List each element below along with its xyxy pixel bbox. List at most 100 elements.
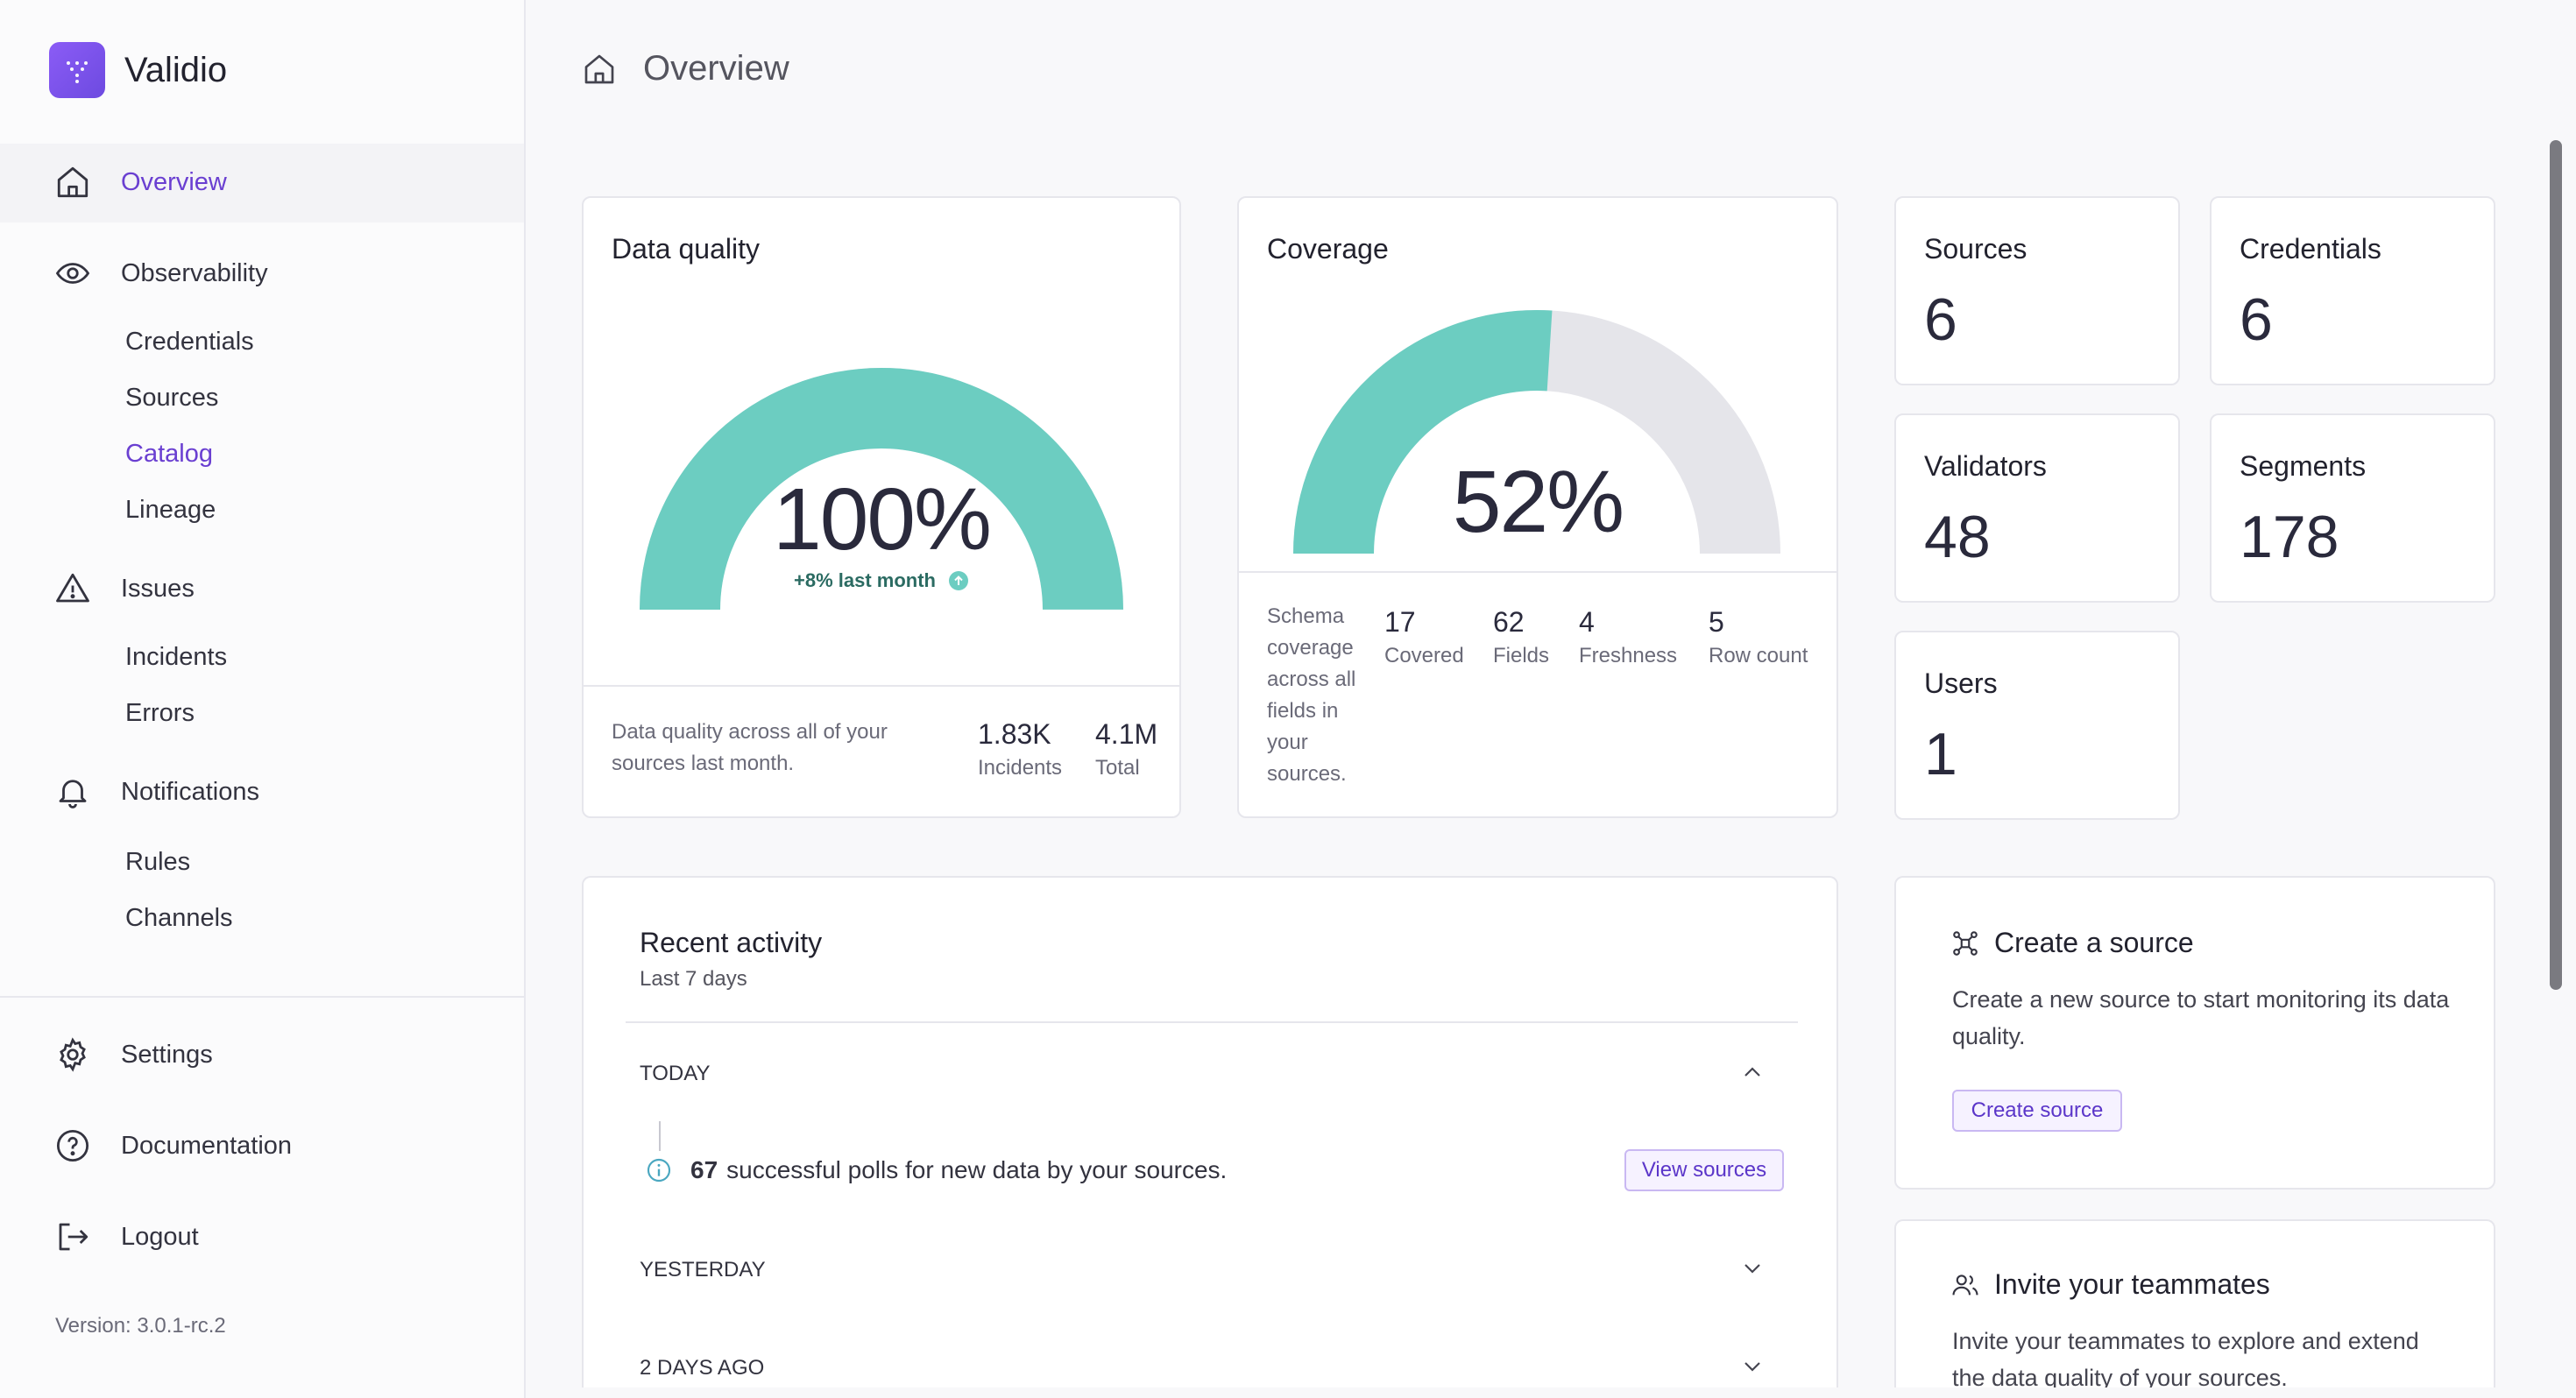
eye-icon — [55, 263, 90, 284]
poll-text: successful polls for new data by your so… — [726, 1156, 1228, 1183]
sidebar-item-logout[interactable]: Logout — [54, 1218, 199, 1255]
logout-icon — [59, 1223, 88, 1251]
chevron-up-icon[interactable] — [1738, 1058, 1766, 1086]
sidebar-item-notifications[interactable]: Notifications — [54, 773, 259, 810]
home-icon — [57, 166, 88, 198]
sidebar-item-label: Overview — [121, 167, 227, 196]
sources-stat-card[interactable]: Sources 6 — [1894, 196, 2180, 385]
app-name: Validio — [124, 50, 228, 89]
validio-logo — [49, 42, 105, 98]
metric-label: Covered — [1384, 644, 1464, 667]
sidebar-item-label: Settings — [121, 1040, 213, 1069]
group-header-two-days-ago[interactable]: 2 DAYS AGO — [640, 1356, 765, 1380]
coverage-metric-row-count: 5 Row count — [1709, 606, 1808, 668]
incidents-value: 1.83K — [978, 718, 1051, 750]
coverage-description: Schema coverage across all fields in you… — [1267, 604, 1356, 786]
sidebar-item-label: Notifications — [121, 777, 259, 806]
card-title: Recent activity — [640, 927, 823, 958]
help-circle-icon — [56, 1129, 89, 1162]
stat-value: 48 — [1924, 504, 1991, 570]
recent-activity-card: Recent activity Last 7 days TODAY 67 suc… — [582, 876, 1838, 1398]
card-title: Create a source — [1994, 927, 2194, 958]
info-icon — [647, 1158, 671, 1183]
brand[interactable]: Validio — [49, 42, 227, 98]
card-divider — [1239, 571, 1836, 573]
invite-teammates-card: Invite your teammates Invite your teamma… — [1894, 1219, 2495, 1398]
sidebar-item-lineage[interactable]: Lineage — [125, 496, 216, 524]
sidebar-item-overview[interactable]: Overview — [54, 164, 227, 201]
card-description: Invite your teammates to explore and ext… — [1952, 1328, 2419, 1391]
sidebar-item-observability[interactable]: Observability — [54, 255, 268, 292]
sidebar-item-rules[interactable]: Rules — [125, 848, 191, 876]
data-quality-value: 100% — [773, 470, 992, 568]
main-scrollbar[interactable] — [2550, 140, 2562, 990]
stat-label: Sources — [1924, 233, 2028, 265]
data-quality-card: Data quality 100% +8% last month Data qu… — [582, 196, 1181, 818]
coverage-value: 52% — [1452, 453, 1624, 551]
version-label: Version: 3.0.1-rc.2 — [55, 1314, 226, 1338]
sidebar: Validio Overview Observability Credentia… — [0, 0, 526, 1398]
group-header-yesterday[interactable]: YESTERDAY — [640, 1258, 766, 1282]
stat-label: Users — [1924, 667, 1998, 699]
segments-stat-card[interactable]: Segments 178 — [2210, 413, 2495, 603]
sidebar-item-credentials[interactable]: Credentials — [125, 328, 254, 356]
card-title: Invite your teammates — [1994, 1268, 2270, 1300]
metric-label: Row count — [1709, 644, 1808, 667]
users-icon — [1952, 1274, 1978, 1295]
card-description: Create a new source to start monitoring … — [1952, 986, 2450, 1049]
home-icon — [584, 54, 614, 83]
metric-value: 5 — [1709, 606, 1724, 638]
view-sources-button[interactable]: View sources — [1624, 1149, 1784, 1191]
card-divider — [584, 685, 1179, 687]
sidebar-item-incidents[interactable]: Incidents — [125, 643, 228, 671]
page-header: Overview — [582, 49, 789, 88]
gear-icon — [60, 1037, 86, 1072]
data-quality-gauge — [640, 367, 1123, 611]
card-title: Coverage — [1267, 233, 1389, 265]
sidebar-item-label: Logout — [121, 1222, 199, 1251]
chevron-down-icon[interactable] — [1738, 1254, 1766, 1282]
create-source-card: Create a source Create a new source to s… — [1894, 876, 2495, 1190]
coverage-metric-fields: 62 Fields — [1493, 606, 1549, 668]
users-stat-card[interactable]: Users 1 — [1894, 631, 2180, 820]
sidebar-divider — [0, 996, 524, 998]
trend-label: +8% last month — [794, 569, 936, 591]
activity-item: 67 successful polls for new data by your… — [690, 1156, 1227, 1184]
coverage-gauge — [1293, 310, 1780, 554]
page-title: Overview — [643, 49, 789, 88]
stat-value: 6 — [1924, 286, 1957, 353]
activity-divider — [626, 1021, 1798, 1023]
total-label: Total — [1095, 756, 1140, 780]
timeline-line — [659, 1121, 661, 1151]
total-value: 4.1M — [1095, 718, 1158, 750]
sidebar-item-errors[interactable]: Errors — [125, 699, 195, 727]
sidebar-item-catalog[interactable]: Catalog — [125, 440, 213, 468]
arrow-up-circle-icon — [948, 571, 968, 590]
sidebar-item-documentation[interactable]: Documentation — [54, 1127, 292, 1164]
stat-label: Segments — [2240, 450, 2367, 482]
sidebar-item-settings[interactable]: Settings — [54, 1036, 213, 1073]
metric-value: 62 — [1493, 606, 1525, 638]
bell-icon — [59, 780, 87, 808]
sidebar-item-label: Observability — [121, 258, 268, 287]
stat-label: Validators — [1924, 450, 2047, 482]
metric-label: Freshness — [1579, 644, 1678, 667]
chevron-down-icon[interactable] — [1738, 1352, 1766, 1380]
warning-icon — [56, 573, 89, 603]
card-subtitle: Last 7 days — [640, 967, 747, 991]
sidebar-item-channels[interactable]: Channels — [125, 904, 233, 932]
sidebar-item-issues[interactable]: Issues — [54, 570, 195, 607]
nodes-icon — [1953, 930, 1978, 956]
sidebar-item-label: Issues — [121, 574, 195, 603]
incidents-label: Incidents — [978, 756, 1063, 780]
sidebar-item-sources[interactable]: Sources — [125, 384, 219, 412]
validators-stat-card[interactable]: Validators 48 — [1894, 413, 2180, 603]
stat-value: 1 — [1924, 721, 1957, 787]
stat-value: 178 — [2240, 504, 2339, 570]
group-header-today[interactable]: TODAY — [640, 1062, 711, 1085]
create-source-button[interactable]: Create source — [1952, 1090, 2122, 1132]
credentials-stat-card[interactable]: Credentials 6 — [2210, 196, 2495, 385]
card-title: Data quality — [612, 233, 760, 265]
metric-label: Fields — [1493, 644, 1550, 667]
coverage-card: Coverage 52% Schema coverage across all … — [1237, 196, 1838, 818]
